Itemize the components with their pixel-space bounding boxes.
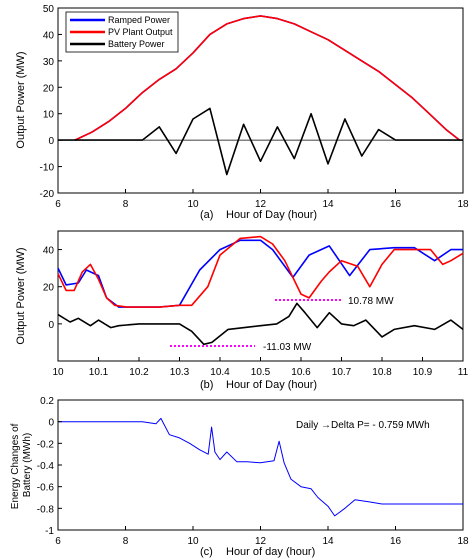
xtick-label-b: 10 <box>52 367 64 378</box>
ylabel-c: Energy Changes of Battery (MWh) <box>10 421 33 509</box>
xtick-label-c: 18 <box>457 536 469 547</box>
ytick-label-a: 0 <box>48 136 54 147</box>
chart-b: 10 10.1 10.2 10.3 10.4 10.5 10.6 10.7 10.8 10.9 11… <box>15 230 469 391</box>
series-b-1 <box>57 235 464 308</box>
xtick-label-a: 16 <box>390 199 402 210</box>
plot-frame-b <box>57 230 464 362</box>
ylabel-c-line2: Battery (MWh) <box>22 433 33 497</box>
series-b-2 <box>57 302 464 346</box>
xtick-label-c: 16 <box>390 536 402 547</box>
annotation-negative: -11.03 MW <box>263 342 312 353</box>
ytick-label-b: 40 <box>43 246 55 257</box>
ytick-label-b: 0 <box>48 320 54 331</box>
xtick-label-b: 10.4 <box>210 367 230 378</box>
ytick-label-b: 20 <box>43 283 55 294</box>
xlabel-a: Hour of Day (hour) <box>226 209 317 221</box>
ytick-label-c: 0 <box>48 418 54 429</box>
xlabel-b: Hour of Day (hour) <box>226 379 317 391</box>
ytick-label-a: -10 <box>40 163 55 174</box>
annotation-daily-delta: Daily →Delta P= - 0.759 MWh <box>296 420 430 431</box>
ytick-label-a: 10 <box>43 110 55 121</box>
xtick-label-b: 10.8 <box>372 367 392 378</box>
ylabel-a: Output Power (MW) <box>15 51 27 148</box>
ytick-label-a: 20 <box>43 83 55 94</box>
xtick-label-b: 10.5 <box>251 367 271 378</box>
series-b-0 <box>57 239 463 308</box>
xtick-label-a: 18 <box>457 199 469 210</box>
ytick-label-c: -0.2 <box>37 439 55 450</box>
xtick-label-a: 10 <box>187 199 199 210</box>
ytick-label-a: 50 <box>43 4 55 15</box>
ytick-label-a: 30 <box>43 57 55 68</box>
legend-label-pv-plant-output: PV Plant Output <box>108 27 173 37</box>
xlabel-c: Hour of day (hour) <box>226 546 315 558</box>
legend-label-ramped-power: Ramped Power <box>108 15 170 25</box>
series-group-c <box>58 417 463 517</box>
ytick-label-c: -0.6 <box>37 483 55 494</box>
ylabel-b: Output Power (MW) <box>15 247 27 344</box>
ytick-label-a: -20 <box>40 189 55 200</box>
series-a-pv-plant-output <box>74 15 461 141</box>
xtick-label-b: 10.2 <box>129 367 149 378</box>
caption-c: (c) <box>200 546 213 558</box>
axes-b: 10 10.1 10.2 10.3 10.4 10.5 10.6 10.7 10.8 10.9 11… <box>43 246 469 378</box>
xtick-label-a: 8 <box>123 199 129 210</box>
xtick-label-b: 10.3 <box>170 367 190 378</box>
xtick-label-b: 10.6 <box>291 367 311 378</box>
xtick-label-b: 11 <box>458 367 469 378</box>
ytick-label-c: -1 <box>45 526 54 537</box>
caption-a: (a) <box>200 209 213 221</box>
chart-c: 6 8 10 12 14 16 18 -1 -0.8 -0.6 -0.4 -0.2 0 0.2 Daily… <box>10 396 469 558</box>
xtick-label-a: 6 <box>55 199 61 210</box>
chart-a: 6 8 10 12 14 16 18 -20 -10 0 10 20 30 40 50 Ramped Pow… <box>15 4 469 221</box>
xtick-label-b: 10.9 <box>413 367 433 378</box>
xtick-label-c: 8 <box>123 536 129 547</box>
legend-label-battery-power: Battery Power <box>108 39 165 49</box>
ylabel-c-line1: Energy Changes of <box>10 423 21 509</box>
xtick-label-b: 10.1 <box>89 367 109 378</box>
series-group-a <box>58 15 463 176</box>
xtick-label-c: 10 <box>187 536 199 547</box>
xtick-label-b: 10.7 <box>332 367 352 378</box>
xtick-label-c: 6 <box>55 536 61 547</box>
caption-b: (b) <box>200 379 213 391</box>
ytick-label-c: 0.2 <box>40 396 54 407</box>
xtick-label-a: 12 <box>255 199 267 210</box>
ytick-label-a: 40 <box>43 30 55 41</box>
xtick-label-c: 12 <box>255 536 267 547</box>
xtick-label-a: 14 <box>322 199 334 210</box>
annotation-positive: 10.78 MW <box>348 296 394 307</box>
axes-c: 6 8 10 12 14 16 18 -1 -0.8 -0.6 -0.4 -0.2 0 0.2 <box>37 396 469 547</box>
ytick-label-c: -0.4 <box>37 461 55 472</box>
axes-a: 6 8 10 12 14 16 18 -20 -10 0 10 20 30 40 50 <box>40 4 469 210</box>
ytick-label-c: -0.8 <box>37 504 55 515</box>
xtick-label-c: 14 <box>322 536 334 547</box>
series-a-battery-power <box>58 107 463 176</box>
series-c-0 <box>58 417 463 517</box>
series-group-b <box>57 235 464 346</box>
legend-a: Ramped Power PV Plant Output Battery Pow… <box>65 11 179 53</box>
